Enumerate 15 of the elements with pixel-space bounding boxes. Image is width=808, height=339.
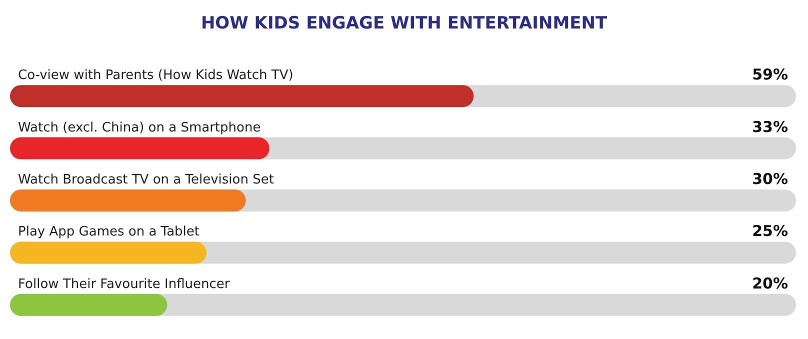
data-label: 20% <box>752 274 788 292</box>
y-tick-label: Play App Games on a Tablet <box>18 224 200 240</box>
bar <box>10 190 246 212</box>
bar <box>10 242 206 264</box>
data-label: 25% <box>752 222 788 240</box>
bar <box>10 137 270 160</box>
data-label: 30% <box>752 170 788 188</box>
y-tick-label: Follow Their Favourite Influencer <box>18 276 230 292</box>
y-tick-label: Watch Broadcast TV on a Television Set <box>18 172 274 188</box>
y-tick-label: Co-view with Parents (How Kids Watch TV) <box>18 68 294 84</box>
chart-title: HOW KIDS ENGAGE WITH ENTERTAINMENT <box>200 14 608 34</box>
bar <box>10 294 168 316</box>
data-label: 33% <box>752 118 788 136</box>
data-label: 59% <box>752 66 788 84</box>
y-tick-label: Watch (excl. China) on a Smartphone <box>18 120 261 136</box>
